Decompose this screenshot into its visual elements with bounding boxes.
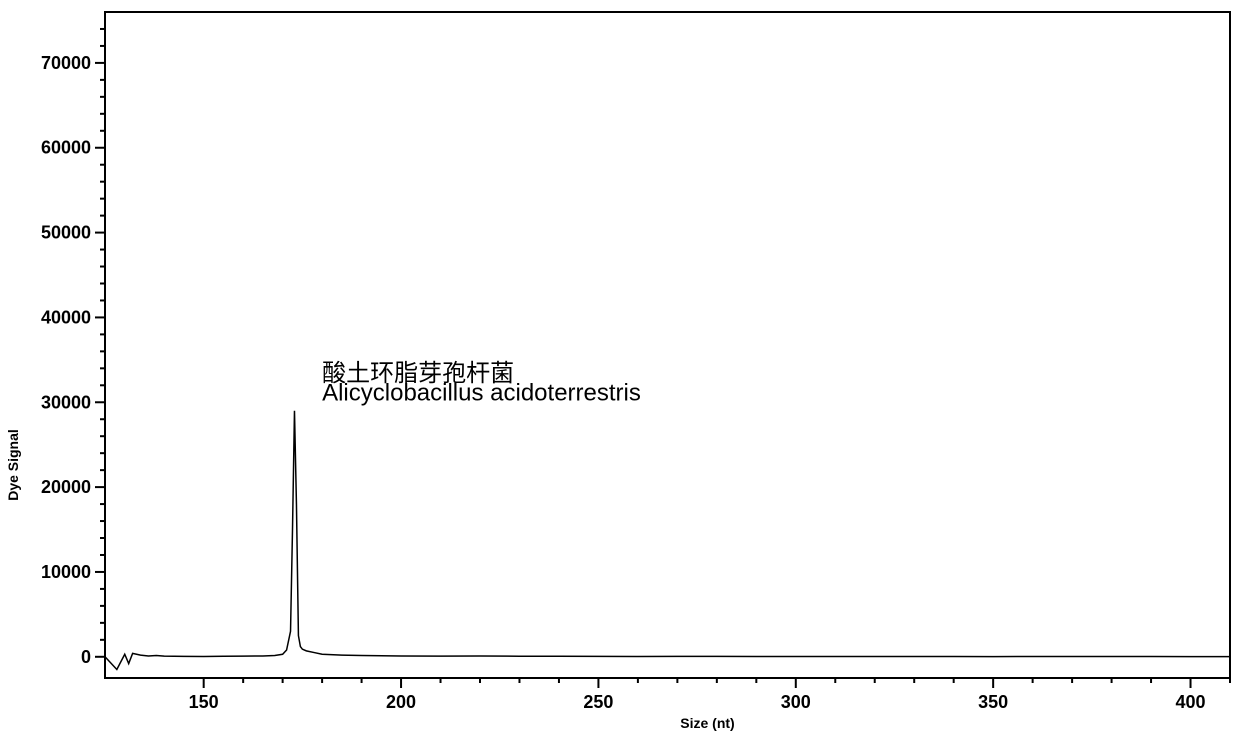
y-tick-label: 0 bbox=[81, 647, 91, 667]
x-tick-label: 150 bbox=[189, 692, 219, 712]
y-tick-label: 10000 bbox=[41, 562, 91, 582]
plot-border bbox=[105, 12, 1230, 678]
x-tick-label: 250 bbox=[583, 692, 613, 712]
y-tick-label: 20000 bbox=[41, 477, 91, 497]
y-tick-label: 40000 bbox=[41, 307, 91, 327]
y-tick-label: 60000 bbox=[41, 138, 91, 158]
y-axis-label: Dye Signal bbox=[5, 429, 21, 501]
peak-annotation-latin: Alicyclobacillus acidoterrestris bbox=[322, 380, 641, 407]
x-axis-label: Size (nt) bbox=[680, 715, 734, 731]
y-tick-label: 30000 bbox=[41, 392, 91, 412]
y-tick-label: 50000 bbox=[41, 223, 91, 243]
chart-container: 0 10000 20000 30000 40000 50000 60000 70000 150 2… bbox=[0, 0, 1240, 750]
x-tick-label: 400 bbox=[1176, 692, 1206, 712]
x-tick-label: 300 bbox=[781, 692, 811, 712]
y-tick-label: 70000 bbox=[41, 53, 91, 73]
electropherogram-trace bbox=[105, 411, 1230, 670]
x-tick-label: 350 bbox=[978, 692, 1008, 712]
x-tick-label: 200 bbox=[386, 692, 416, 712]
electropherogram-chart: 0 10000 20000 30000 40000 50000 60000 70000 150 2… bbox=[0, 0, 1240, 750]
